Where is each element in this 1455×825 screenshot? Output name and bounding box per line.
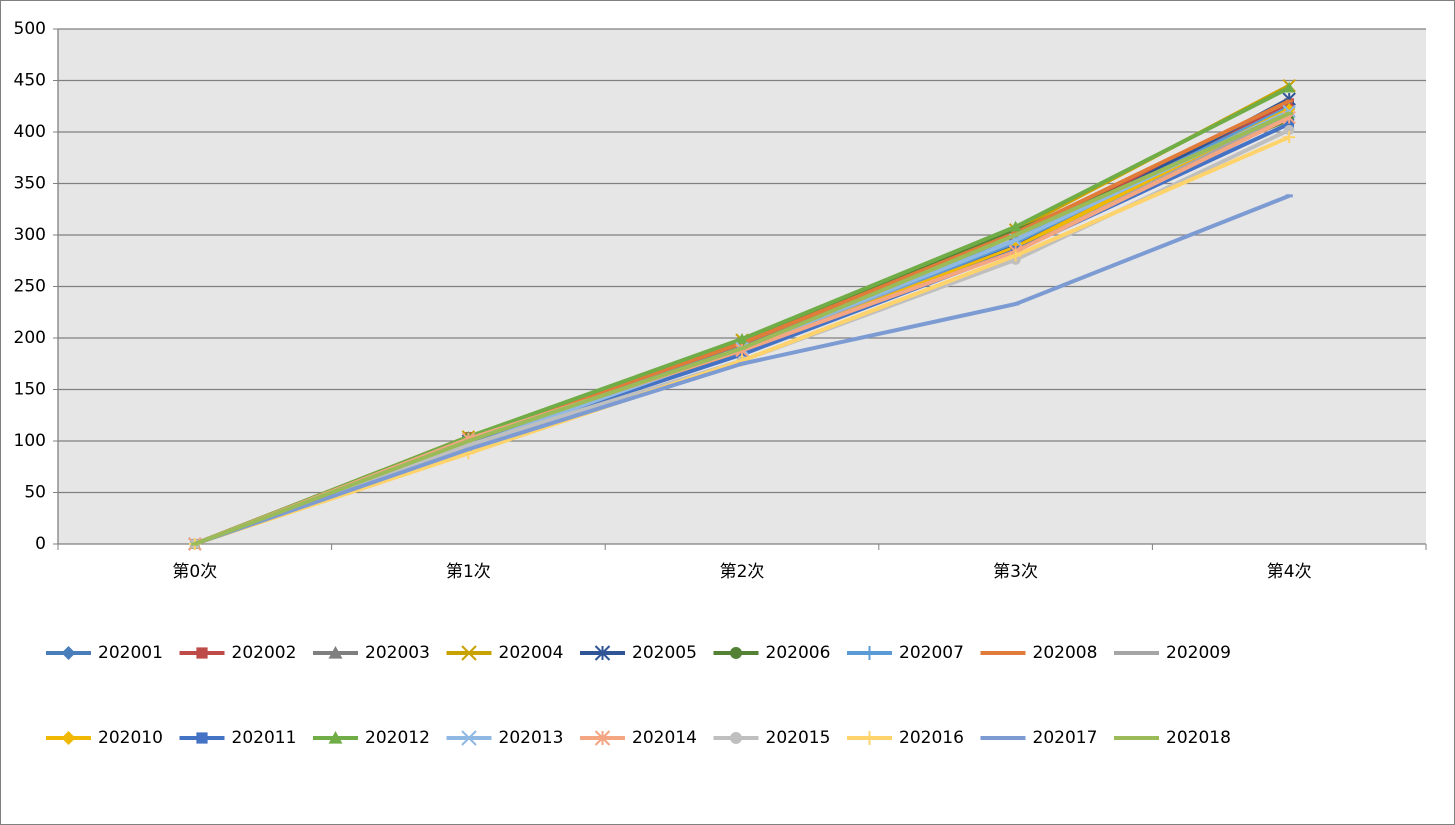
y-tick-label: 150 <box>14 380 46 400</box>
series-layer <box>188 78 1296 551</box>
legend-label: 202009 <box>1166 643 1231 663</box>
legend-item-202012: 202012 <box>313 728 430 748</box>
data-point-plus <box>1009 249 1022 262</box>
y-tick-label: 200 <box>14 328 46 348</box>
plot-area <box>58 28 1426 544</box>
legend-label: 202012 <box>365 728 430 748</box>
legend-label: 202005 <box>632 643 697 663</box>
data-point-square <box>1284 118 1294 129</box>
y-tick-label: 500 <box>14 19 46 39</box>
y-tick-label: 350 <box>14 174 46 194</box>
data-point-triangle <box>1283 81 1296 93</box>
legend-label: 202003 <box>365 643 430 663</box>
legend-label: 202006 <box>766 643 831 663</box>
legend-item-202007: 202007 <box>847 643 964 663</box>
data-point-circle <box>730 647 742 659</box>
data-point-plus <box>862 646 877 660</box>
data-point-circle <box>730 732 742 744</box>
legend-label: 202002 <box>232 643 297 663</box>
legend-item-202017: 202017 <box>980 728 1098 748</box>
legend-label: 202016 <box>899 728 964 748</box>
legend-label: 202010 <box>98 728 163 748</box>
y-tick-label: 450 <box>14 71 46 91</box>
legend-item-202011: 202011 <box>179 728 297 748</box>
data-point-plus <box>862 731 877 745</box>
legend-label: 202001 <box>98 643 163 663</box>
data-point-triangle <box>328 646 343 659</box>
series-202018 <box>191 111 1293 546</box>
legend-label: 202013 <box>499 728 564 748</box>
y-tick-label: 300 <box>14 225 46 245</box>
legend-item-202010: 202010 <box>46 728 163 748</box>
data-point-square <box>196 732 208 744</box>
legend-item-202008: 202008 <box>980 643 1098 663</box>
legend-item-202004: 202004 <box>446 643 564 663</box>
x-tick-label: 第0次 <box>172 562 217 582</box>
y-tick-label: 50 <box>24 483 46 503</box>
legend-item-202009: 202009 <box>1114 643 1231 663</box>
data-point-star <box>594 645 611 661</box>
data-point-circle <box>1284 124 1295 136</box>
data-point-x <box>461 645 477 661</box>
data-point-plus <box>1283 131 1296 144</box>
data-point-diamond <box>61 731 76 745</box>
legend-item-202018: 202018 <box>1114 728 1231 748</box>
data-point-square <box>196 647 208 659</box>
legend-item-202016: 202016 <box>847 728 964 748</box>
legend-label: 202011 <box>232 728 297 748</box>
x-tick-label: 第1次 <box>446 562 491 582</box>
legend-label: 202007 <box>899 643 964 663</box>
legend-label: 202017 <box>1033 728 1098 748</box>
legend-label: 202018 <box>1166 728 1231 748</box>
y-tick-label: 100 <box>14 431 46 451</box>
data-point-x <box>461 730 477 746</box>
legend-item-202013: 202013 <box>446 728 564 748</box>
x-tick-label: 第3次 <box>993 562 1038 582</box>
legend: 202001 202002 202003 202004 202005 202006 2020… <box>46 643 1231 748</box>
legend-label: 202004 <box>499 643 564 663</box>
data-point-triangle <box>328 731 343 744</box>
x-tick-label: 第4次 <box>1267 562 1312 582</box>
legend-item-202015: 202015 <box>713 728 831 748</box>
legend-item-202005: 202005 <box>580 643 697 663</box>
legend-item-202014: 202014 <box>580 728 697 748</box>
legend-label: 202015 <box>766 728 831 748</box>
x-axis: 第0次 第1次 第2次 第3次 第4次 <box>57 543 1427 582</box>
data-point-diamond <box>61 646 76 660</box>
y-tick-label: 250 <box>14 277 46 297</box>
data-point-triangle <box>736 333 748 344</box>
legend-label: 202014 <box>632 728 697 748</box>
legend-item-202006: 202006 <box>713 643 831 663</box>
y-axis: 0 50 100 150 200 250 300 350 400 450 500 <box>14 19 59 554</box>
legend-label: 202008 <box>1033 643 1098 663</box>
legend-item-202002: 202002 <box>179 643 297 663</box>
legend-item-202003: 202003 <box>313 643 430 663</box>
y-tick-label: 400 <box>14 122 46 142</box>
x-tick-label: 第2次 <box>720 562 765 582</box>
data-point-star <box>594 730 611 746</box>
legend-item-202001: 202001 <box>46 643 163 663</box>
y-tick-label: 0 <box>35 534 46 554</box>
data-point-triangle <box>1009 220 1022 232</box>
